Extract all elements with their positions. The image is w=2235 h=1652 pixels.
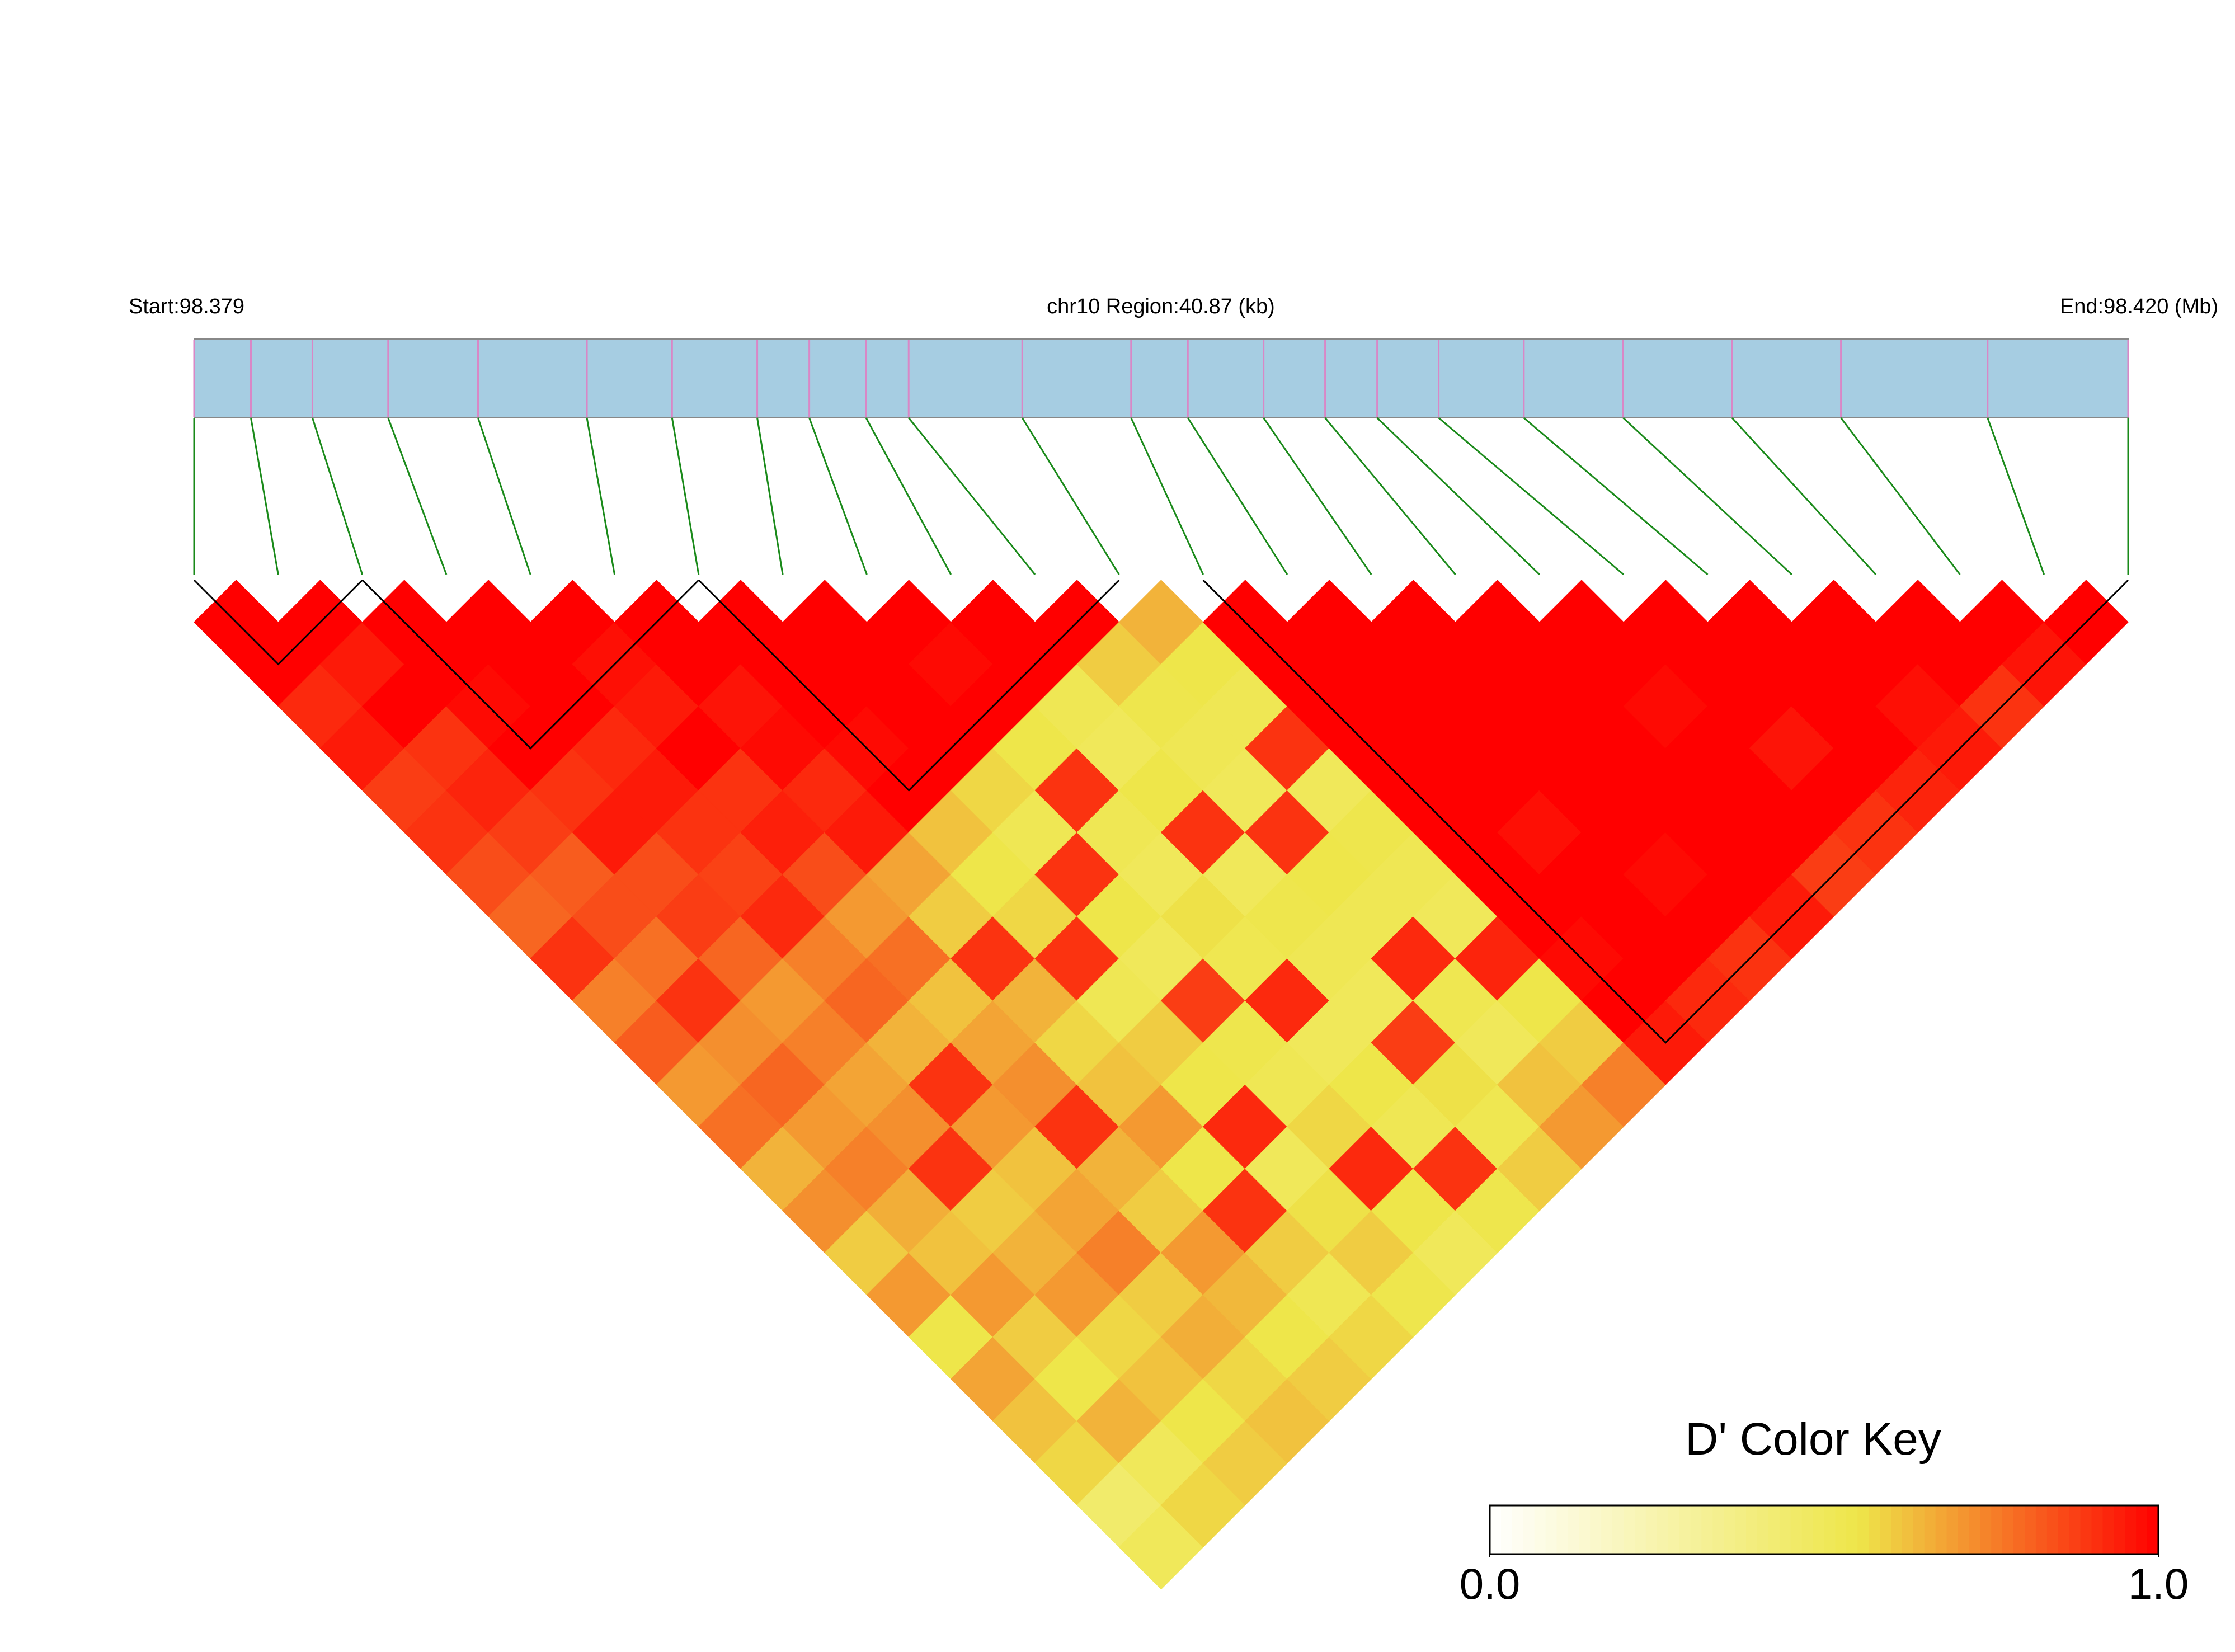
snp-connector	[1438, 417, 1625, 576]
colorbar-step	[1813, 1505, 1825, 1554]
colorbar-step	[2058, 1505, 2070, 1554]
colorbar-frame	[1489, 1504, 2159, 1555]
ld-block	[193, 579, 363, 666]
snp-connector	[477, 417, 531, 575]
colorbar-step	[1657, 1505, 1669, 1554]
snp-connector	[1021, 417, 1120, 575]
colorbar-step	[1690, 1505, 1702, 1554]
colorbar-step	[1601, 1505, 1613, 1554]
colorbar-title: D' Color Key	[1685, 1414, 1941, 1465]
snp-connector	[908, 417, 1036, 575]
colorbar-step	[2080, 1505, 2092, 1554]
snp-connector	[671, 417, 700, 575]
snp-connector	[756, 417, 784, 575]
colorbar-step	[2114, 1505, 2126, 1554]
colorbar-step	[1556, 1505, 1569, 1554]
snp-connector	[1324, 417, 1456, 575]
colorbar-step	[1490, 1505, 1502, 1554]
end-label: End:98.420 (Mb)	[2060, 295, 2218, 318]
colorbar-step	[1880, 1505, 1891, 1554]
colorbar-step	[1768, 1505, 1780, 1554]
colorbar-step	[1523, 1505, 1535, 1554]
colorbar-step	[1712, 1505, 1725, 1554]
colorbar-step	[1679, 1505, 1691, 1554]
colorbar-step	[1835, 1505, 1847, 1554]
colorbar-step	[1724, 1505, 1736, 1554]
colorbar-step	[1902, 1505, 1914, 1554]
colorbar-step	[2136, 1505, 2148, 1554]
colorbar-step	[1980, 1505, 1992, 1554]
colorbar-step	[1969, 1505, 1981, 1554]
colorbar-step	[1846, 1505, 1858, 1554]
colorbar-tick-label: 0.0	[1460, 1559, 1520, 1608]
colorbar-step	[2035, 1505, 2048, 1554]
colorbar-step	[1612, 1505, 1624, 1554]
colorbar-step	[1801, 1505, 1814, 1554]
ld-block	[698, 579, 1120, 792]
colorbar-step	[2046, 1505, 2059, 1554]
colorbar-tick-label: 1.0	[2128, 1559, 2189, 1608]
colorbar-step	[1857, 1505, 1870, 1554]
snp-connector	[1187, 417, 1288, 575]
snp-connector	[586, 417, 615, 575]
colorbar-step	[1779, 1505, 1791, 1554]
colorbar-step	[1790, 1505, 1803, 1554]
colorbar-step	[1701, 1505, 1714, 1554]
snp-connector	[1987, 417, 2045, 575]
colorbar-step	[1913, 1505, 1925, 1554]
colorbar-step	[2125, 1505, 2137, 1554]
colorbar-step	[1935, 1505, 1947, 1554]
colorbar-step	[2002, 1505, 2015, 1554]
colorbar-step	[2102, 1505, 2115, 1554]
snp-connector	[1523, 417, 1709, 576]
colorbar-step	[1757, 1505, 1769, 1554]
ld-block	[361, 579, 699, 750]
colorbar-step	[1991, 1505, 2003, 1554]
colorbar-step	[1634, 1505, 1646, 1554]
ld-block	[1202, 579, 2129, 1044]
colorbar-step	[2091, 1505, 2104, 1554]
snp-connector	[1622, 417, 1792, 576]
colorbar-step	[1824, 1505, 1836, 1554]
snp-connector	[387, 417, 448, 575]
colorbar-step	[1534, 1505, 1546, 1554]
colorbar-step	[1746, 1505, 1758, 1554]
colorbar-step	[1958, 1505, 1970, 1554]
colorbar-step	[1869, 1505, 1881, 1554]
snp-connector	[250, 417, 279, 575]
colorbar-step	[1512, 1505, 1524, 1554]
colorbar-step	[1735, 1505, 1747, 1554]
colorbar-step	[1579, 1505, 1591, 1554]
colorbar-step	[1590, 1505, 1602, 1554]
region-label: chr10 Region:40.87 (kb)	[1047, 295, 1275, 318]
snp-connector	[1130, 417, 1204, 575]
region-bar	[194, 338, 2129, 418]
start-label: Start:98.379	[129, 295, 244, 318]
snp-connector	[865, 417, 952, 575]
colorbar-step	[1568, 1505, 1580, 1554]
colorbar-step	[1946, 1505, 1959, 1554]
snp-connector	[1263, 417, 1372, 575]
snp-connector	[312, 417, 364, 575]
snp-connector	[1731, 417, 1877, 576]
colorbar-step	[1624, 1505, 1635, 1554]
snp-connector	[1376, 417, 1540, 576]
colorbar-step	[1668, 1505, 1680, 1554]
colorbar-step	[2013, 1505, 2025, 1554]
snp-connector	[808, 417, 868, 575]
colorbar-step	[1500, 1505, 1513, 1554]
colorbar-step	[1891, 1505, 1903, 1554]
colorbar-step	[2147, 1505, 2159, 1554]
colorbar-step	[1645, 1505, 1658, 1554]
snp-connector	[1840, 417, 1961, 575]
colorbar-step	[1545, 1505, 1558, 1554]
colorbar-step	[1924, 1505, 1936, 1554]
colorbar-step	[2025, 1505, 2036, 1554]
colorbar-step	[2069, 1505, 2081, 1554]
